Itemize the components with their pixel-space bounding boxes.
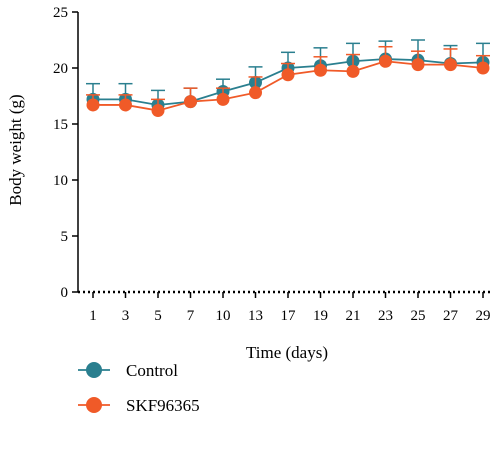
legend-marker [86, 362, 102, 378]
data-point [216, 92, 230, 106]
y-tick-label: 5 [61, 229, 69, 245]
y-tick-label: 10 [53, 173, 68, 189]
x-tick-label: 1 [89, 308, 97, 324]
data-point [151, 104, 165, 118]
data-point [249, 86, 262, 100]
data-point [281, 68, 295, 82]
x-tick-label: 17 [281, 308, 297, 324]
x-tick-label: 27 [443, 308, 459, 324]
x-tick-label: 3 [122, 308, 130, 324]
data-point [314, 63, 327, 77]
y-axis-label: Body weight (g) [6, 94, 25, 205]
y-tick-label: 0 [61, 285, 69, 301]
legend-label: Control [126, 361, 178, 380]
legend: Control SKF96365 [78, 361, 200, 415]
x-tick-label: 25 [411, 308, 426, 324]
x-tick-label: 23 [378, 308, 393, 324]
x-tick-label: 21 [346, 308, 361, 324]
data-point [184, 95, 197, 109]
legend-label: SKF96365 [126, 396, 200, 415]
x-axis-label: Time (days) [246, 343, 328, 362]
series-layer [86, 39, 490, 118]
data-point [119, 98, 132, 112]
y-tick-label: 15 [53, 117, 68, 133]
legend-marker [86, 397, 102, 413]
data-point [86, 98, 100, 112]
data-point [476, 61, 490, 75]
x-tick-label: 19 [313, 308, 328, 324]
series-skf96365 [86, 45, 490, 118]
x-tick-label: 13 [248, 308, 263, 324]
x-tick-label: 5 [154, 308, 162, 324]
legend-item-control: Control [78, 361, 178, 380]
data-point [444, 58, 457, 72]
y-tick-label: 20 [53, 61, 68, 77]
data-point [411, 58, 425, 72]
x-tick-label: 10 [216, 308, 231, 324]
legend-item-skf96365: SKF96365 [78, 396, 200, 415]
x-tick-label: 29 [476, 308, 491, 324]
y-tick-label: 25 [53, 5, 68, 21]
x-tick-label: 7 [187, 308, 195, 324]
data-point [379, 54, 392, 68]
data-point [346, 64, 360, 78]
